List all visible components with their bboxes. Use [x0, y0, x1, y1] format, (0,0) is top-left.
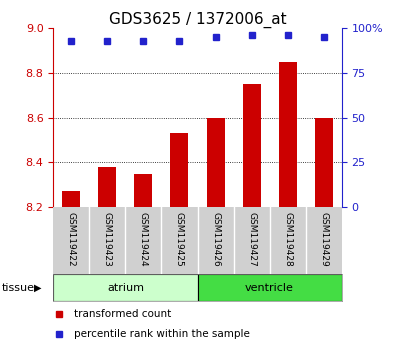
- Bar: [98, 167, 117, 207]
- Text: GSM119428: GSM119428: [283, 212, 292, 267]
- Text: ventricle: ventricle: [245, 282, 294, 293]
- Bar: [207, 118, 224, 207]
- Text: tissue: tissue: [2, 282, 35, 293]
- Bar: [198, 274, 342, 301]
- Text: GSM119423: GSM119423: [103, 212, 112, 267]
- Text: GSM119427: GSM119427: [247, 212, 256, 267]
- Text: transformed count: transformed count: [73, 309, 171, 319]
- Text: GSM119424: GSM119424: [139, 212, 148, 267]
- Bar: [315, 118, 333, 207]
- Text: ▶: ▶: [34, 282, 41, 293]
- Bar: [243, 84, 261, 207]
- Bar: [278, 62, 297, 207]
- Text: GSM119429: GSM119429: [319, 212, 328, 267]
- Text: percentile rank within the sample: percentile rank within the sample: [73, 329, 249, 339]
- Text: atrium: atrium: [107, 282, 144, 293]
- Bar: [134, 173, 152, 207]
- Text: GSM119422: GSM119422: [67, 212, 76, 267]
- Text: GSM119425: GSM119425: [175, 212, 184, 267]
- Text: GSM119426: GSM119426: [211, 212, 220, 267]
- Bar: [53, 274, 198, 301]
- Title: GDS3625 / 1372006_at: GDS3625 / 1372006_at: [109, 12, 286, 28]
- Bar: [171, 133, 188, 207]
- Bar: [62, 192, 80, 207]
